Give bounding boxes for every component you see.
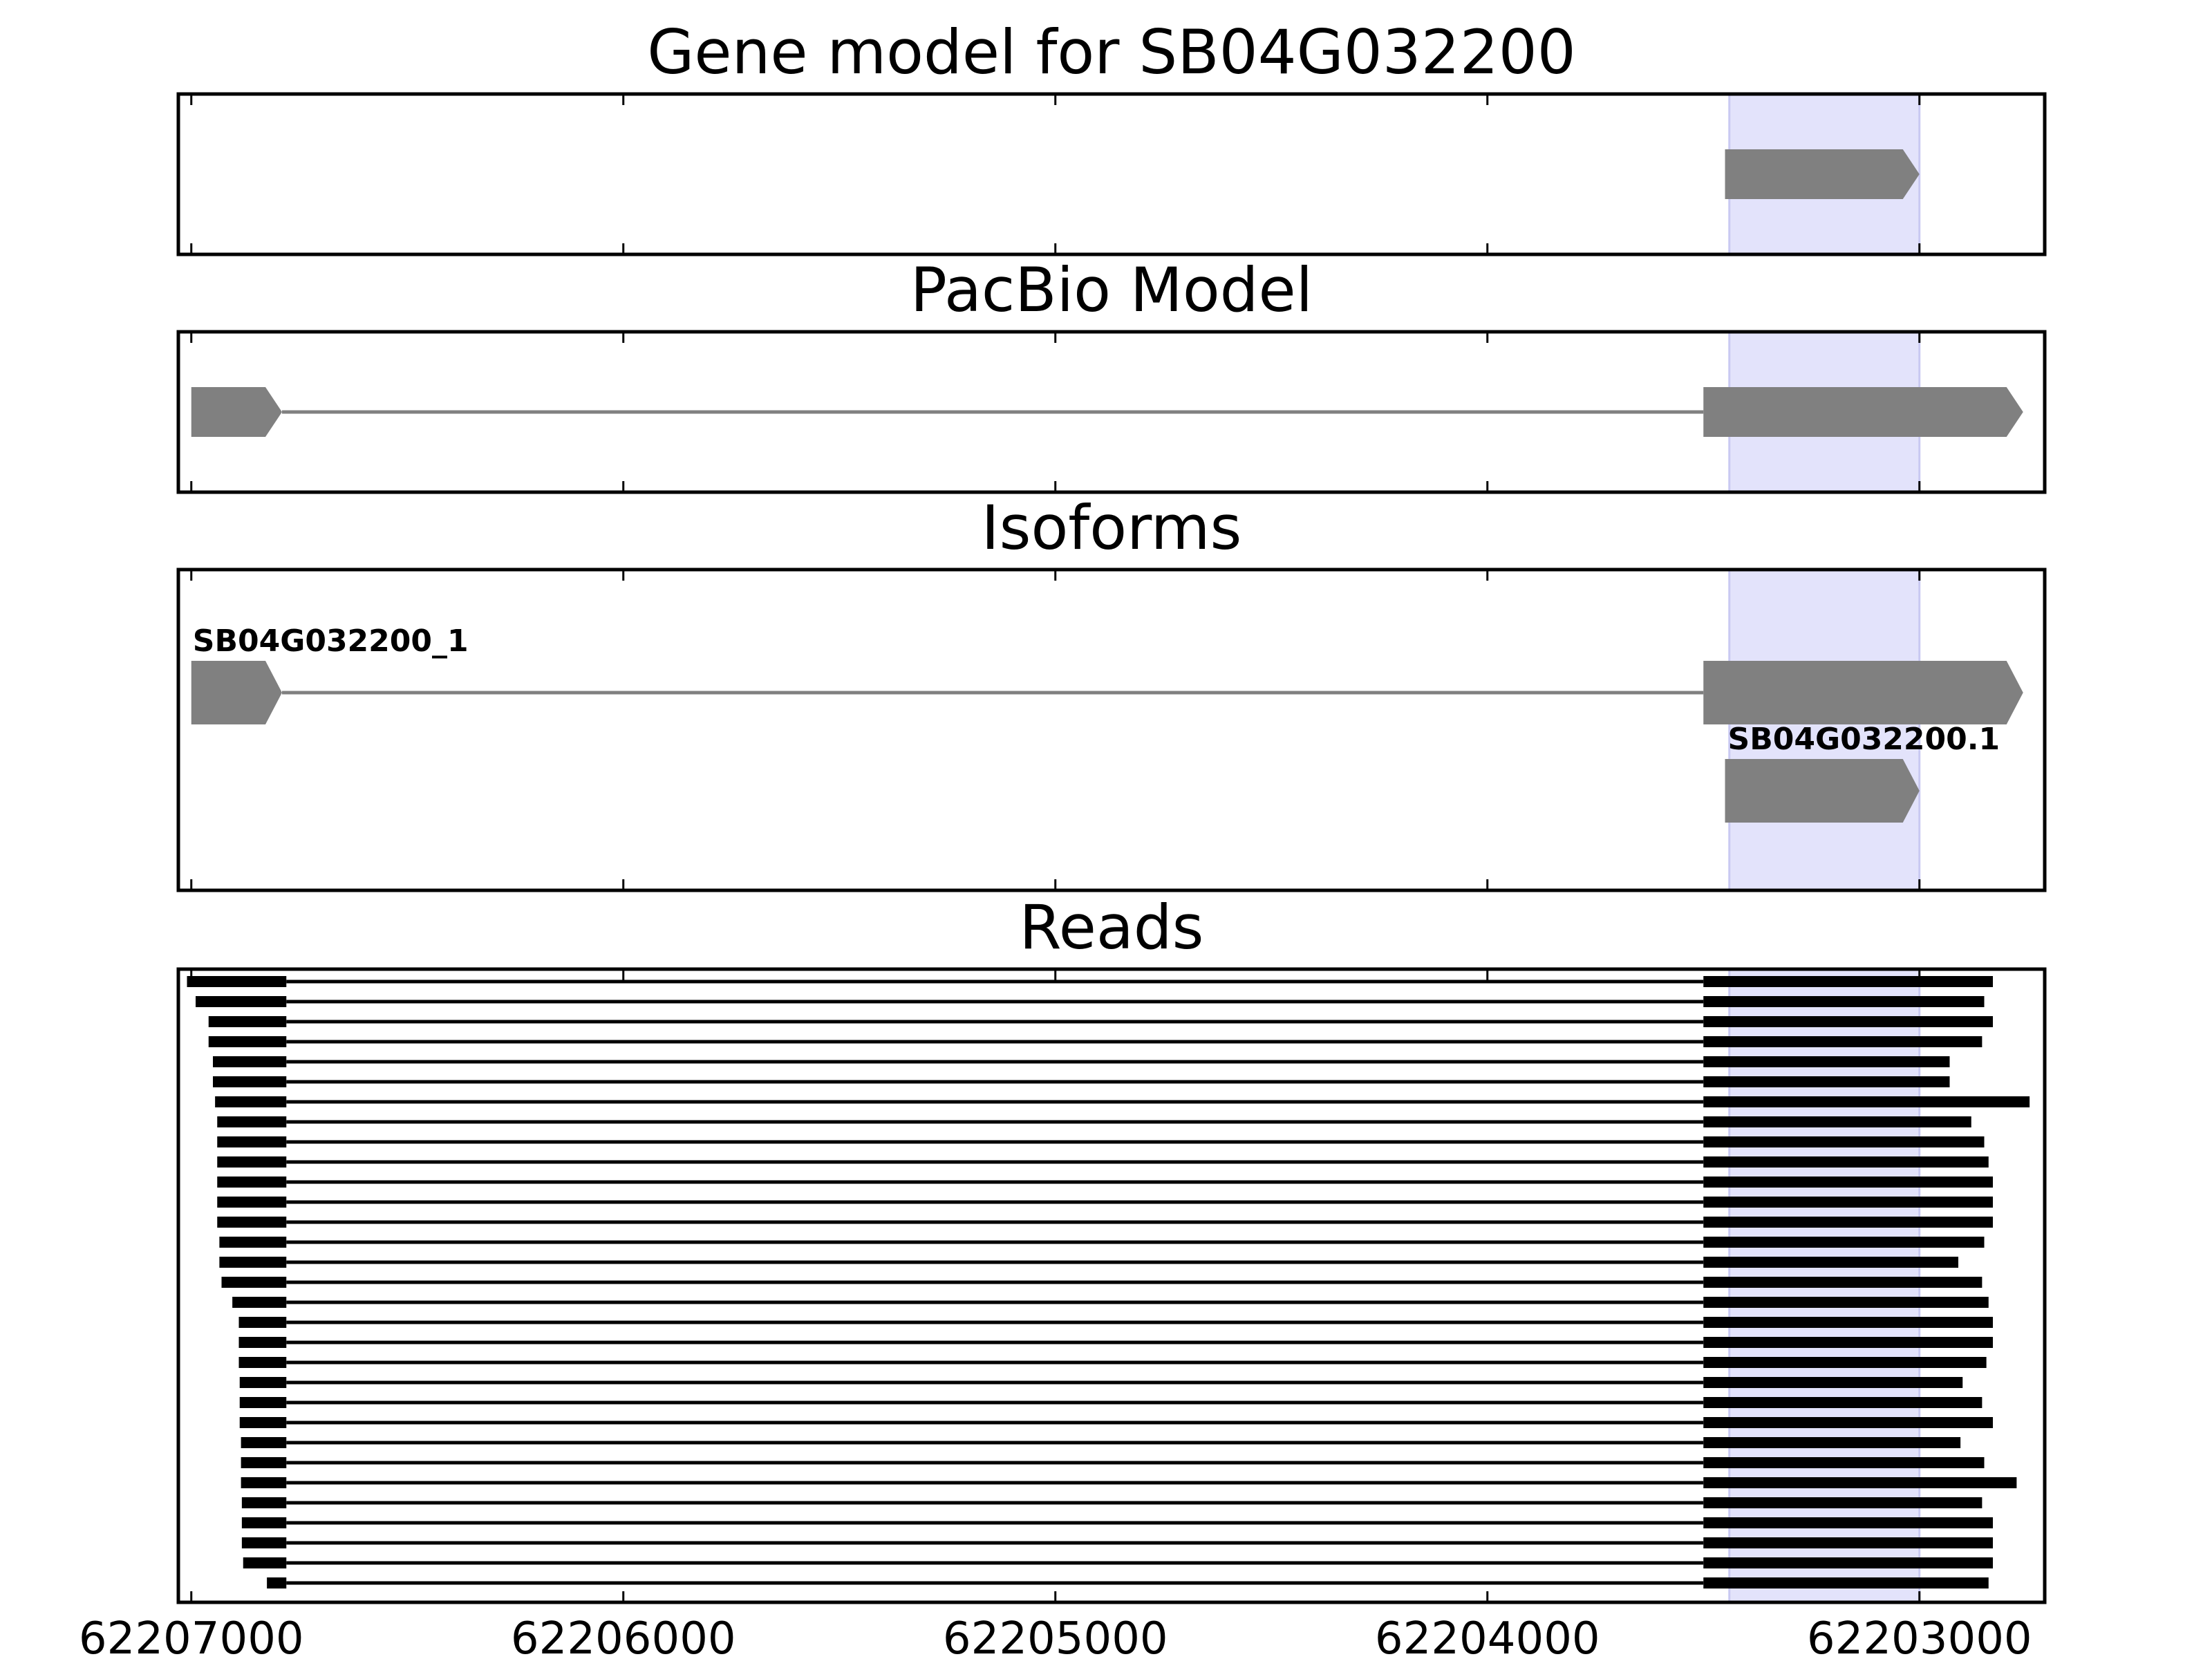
- read-exon-block: [1703, 1197, 1993, 1208]
- read-exon-block: [1703, 976, 1993, 987]
- panel-frame: [176, 568, 2047, 892]
- read-exon-block: [187, 976, 287, 987]
- read-exon-block: [1703, 1457, 1985, 1468]
- read-exon-block: [1703, 1116, 1971, 1127]
- read-exon-block: [1703, 1317, 1993, 1328]
- frames-layer: [176, 92, 2047, 1604]
- exon-arrow: [1725, 759, 1920, 823]
- read-exon-block: [1703, 1297, 1989, 1308]
- read-exon-block: [1703, 1497, 1983, 1508]
- read-exon-block: [239, 1417, 287, 1428]
- read-exon-block: [1703, 1417, 1993, 1428]
- read-exon-block: [241, 1457, 287, 1468]
- panel-title: PacBio Model: [910, 254, 1313, 326]
- read-exon-block: [1703, 1357, 1987, 1368]
- read-exon-block: [1703, 996, 1985, 1007]
- background-layer: [1728, 93, 1921, 1604]
- read-exon-block: [217, 1197, 287, 1208]
- read-exon-block: [219, 1257, 287, 1268]
- read-exon-block: [1703, 1257, 1958, 1268]
- read-exon-block: [241, 1517, 287, 1528]
- read-exon-block: [217, 1136, 287, 1147]
- panel-frame: [176, 92, 2047, 256]
- read-exon-block: [221, 1277, 287, 1288]
- panel-title: Reads: [1020, 892, 1204, 963]
- read-exon-block: [1703, 1437, 1961, 1448]
- read-exon-block: [1703, 1517, 1993, 1528]
- exon-arrow: [191, 387, 282, 437]
- read-exon-block: [1703, 1537, 1993, 1548]
- read-exon-block: [208, 1016, 287, 1027]
- read-exon-block: [1703, 1337, 1993, 1348]
- isoform-label: SB04G032200.1: [1728, 722, 2000, 757]
- read-exon-block: [238, 1317, 287, 1328]
- x-tick-label: 62206000: [511, 1613, 736, 1659]
- read-exon-block: [196, 996, 287, 1007]
- read-exon-block: [1703, 1096, 2030, 1107]
- read-exon-block: [238, 1357, 287, 1368]
- read-exon-block: [1703, 1016, 1993, 1027]
- read-exon-block: [1703, 1156, 1989, 1168]
- text-layer: Gene model for SB04G032200 PacBio Model Is…: [79, 17, 2032, 1659]
- read-exon-block: [241, 1437, 287, 1448]
- panel-title: Isoforms: [982, 492, 1242, 563]
- read-exon-block: [215, 1096, 287, 1107]
- read-exon-block: [219, 1237, 287, 1248]
- read-exon-block: [241, 1477, 287, 1488]
- read-exon-block: [1703, 1377, 1963, 1388]
- read-exon-block: [213, 1076, 287, 1087]
- x-tick-label: 62205000: [943, 1613, 1168, 1659]
- x-tick-label: 62204000: [1375, 1613, 1600, 1659]
- read-exon-block: [213, 1056, 287, 1067]
- read-exon-block: [1703, 1136, 1985, 1147]
- x-tick-label: 62207000: [79, 1613, 304, 1659]
- marks-layer: [187, 149, 2030, 1588]
- read-exon-block: [1703, 1056, 1950, 1067]
- exon-arrow: [1703, 661, 2023, 724]
- read-exon-block: [241, 1497, 287, 1508]
- exon-arrow: [191, 661, 282, 724]
- read-exon-block: [1703, 1557, 1993, 1568]
- read-exon-block: [217, 1177, 287, 1188]
- read-exon-block: [267, 1577, 287, 1588]
- read-exon-block: [1703, 1036, 1983, 1047]
- panel-title: Gene model for SB04G032200: [647, 17, 1576, 88]
- panel-frame: [176, 330, 2047, 494]
- read-exon-block: [241, 1537, 287, 1548]
- read-exon-block: [1703, 1177, 1993, 1188]
- read-exon-block: [1703, 1217, 1993, 1228]
- read-exon-block: [208, 1036, 287, 1047]
- panel-frame: [176, 967, 2047, 1604]
- read-exon-block: [1703, 1076, 1950, 1087]
- read-exon-block: [217, 1217, 287, 1228]
- exon-arrow: [1703, 387, 2023, 437]
- read-exon-block: [1703, 1477, 2017, 1488]
- read-exon-block: [217, 1156, 287, 1168]
- read-exon-block: [238, 1337, 287, 1348]
- read-exon-block: [1703, 1277, 1983, 1288]
- read-exon-block: [1703, 1237, 1985, 1248]
- read-exon-block: [232, 1297, 287, 1308]
- read-exon-block: [239, 1377, 287, 1388]
- read-exon-block: [239, 1397, 287, 1408]
- x-tick-label: 62203000: [1807, 1613, 2032, 1659]
- read-exon-block: [243, 1557, 287, 1568]
- exon-arrow: [1725, 149, 1920, 199]
- isoform-label: SB04G032200_1: [193, 624, 469, 659]
- read-exon-block: [1703, 1397, 1983, 1408]
- read-exon-block: [1703, 1577, 1989, 1588]
- read-exon-block: [217, 1116, 287, 1127]
